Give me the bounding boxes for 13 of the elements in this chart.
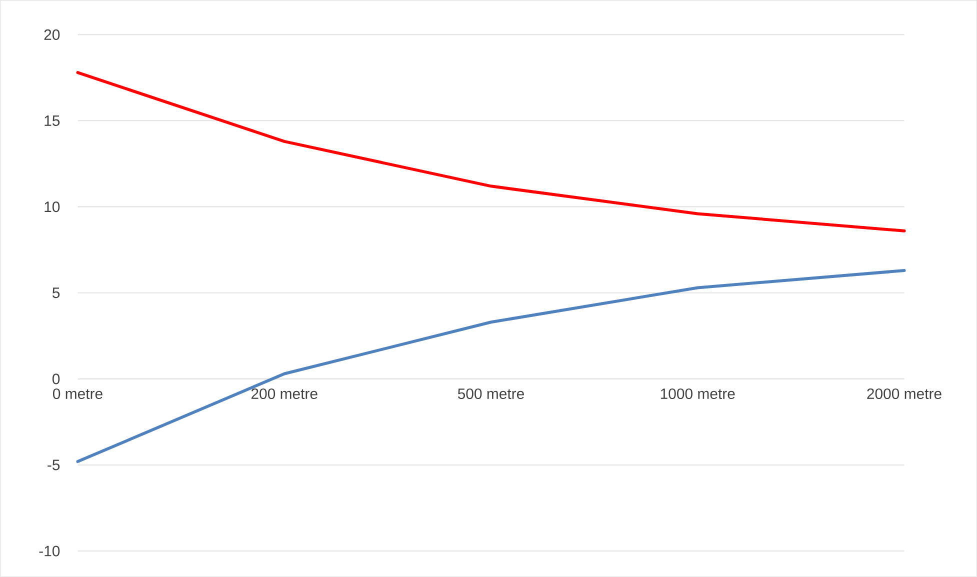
- x-tick-label: 2000 metre: [867, 388, 942, 400]
- x-tick-label: 0 metre: [52, 388, 102, 400]
- y-tick-label: 5: [52, 288, 60, 298]
- y-tick-label: 15: [44, 116, 60, 126]
- x-tick-label: 1000 metre: [660, 388, 735, 400]
- y-tick-label: 0: [52, 374, 60, 384]
- x-tick-label: 200 metre: [251, 388, 318, 400]
- y-tick-label: -10: [39, 546, 60, 556]
- y-tick-label: -5: [48, 460, 60, 470]
- y-tick-label: 20: [44, 30, 60, 40]
- y-tick-label: 10: [44, 202, 60, 212]
- x-tick-label: 500 metre: [458, 388, 524, 400]
- line-series: [76, 71, 906, 233]
